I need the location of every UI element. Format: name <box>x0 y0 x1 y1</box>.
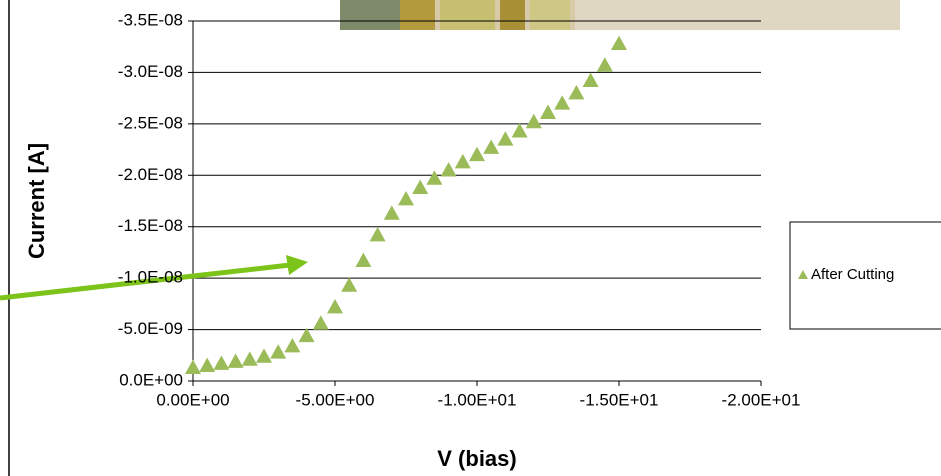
marker <box>228 353 244 367</box>
marker <box>412 180 428 194</box>
marker <box>398 191 414 205</box>
y-tick-label: -3.5E-08 <box>118 10 183 29</box>
marker <box>284 338 300 352</box>
marker <box>611 36 627 50</box>
marker <box>341 277 357 291</box>
y-tick-label: -5.0E-09 <box>118 319 183 338</box>
marker <box>327 299 343 313</box>
plot-area <box>185 21 761 386</box>
marker <box>270 344 286 358</box>
y-tick-label: 0.0E+00 <box>119 370 183 389</box>
x-tick-label: -1.00E+01 <box>438 390 517 409</box>
marker <box>213 356 229 370</box>
y-tick-label: -2.5E-08 <box>118 113 183 132</box>
marker <box>313 315 329 329</box>
marker <box>256 348 272 362</box>
marker <box>455 154 471 168</box>
marker <box>583 73 599 87</box>
marker <box>469 147 485 161</box>
y-tick-label: -2.0E-08 <box>118 165 183 184</box>
marker <box>497 131 513 145</box>
x-tick-label: -1.50E+01 <box>580 390 659 409</box>
marker <box>483 140 499 154</box>
y-axis-title: Current [A] <box>24 143 49 259</box>
marker <box>441 162 457 176</box>
marker <box>185 360 201 374</box>
marker <box>242 351 258 365</box>
photo-inset <box>340 0 900 30</box>
marker <box>199 358 215 372</box>
y-tick-label: -3.0E-08 <box>118 62 183 81</box>
marker <box>540 105 556 119</box>
marker <box>512 123 528 137</box>
y-tick-label: -1.5E-08 <box>118 216 183 235</box>
marker <box>426 170 442 184</box>
marker <box>526 114 542 128</box>
marker <box>370 227 386 241</box>
legend-label: After Cutting <box>811 266 894 283</box>
chart: Current [A] V (bias) 0.0E+00 -5.0E-09 -1.0… <box>0 0 941 476</box>
x-axis-title: V (bias) <box>437 446 516 471</box>
x-tick-label: -5.00E+00 <box>296 390 375 409</box>
y-tick-label: -1.0E-08 <box>118 268 183 287</box>
marker <box>384 205 400 219</box>
marker <box>568 85 584 99</box>
x-tick-label: -2.00E+01 <box>722 390 801 409</box>
marker <box>554 95 570 109</box>
marker <box>597 57 613 71</box>
x-tick-label: 0.00E+00 <box>156 390 229 409</box>
marker <box>355 253 371 267</box>
